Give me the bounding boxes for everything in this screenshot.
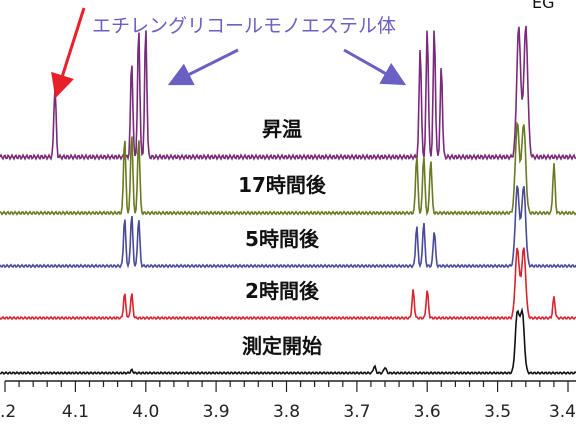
series-label-1: 昇温	[262, 117, 302, 141]
x-tick-label: 3.8	[273, 402, 300, 422]
series-line-2	[0, 121, 576, 217]
annotation-arrow-left	[167, 48, 239, 86]
series-label-5: 測定開始	[242, 334, 322, 358]
series-line-5	[0, 307, 576, 376]
series-label-2: 17時間後	[238, 173, 327, 197]
x-tick-label: 3.9	[203, 402, 230, 422]
x-tick-label: 3.7	[343, 402, 370, 422]
series-line-1	[0, 25, 576, 161]
annotation-arrow-red	[51, 7, 86, 99]
x-axis-tick-labels: .2 4.1 4.0 3.9 3.8 3.7 3.6 3.5 3.4	[0, 402, 576, 422]
spectra-group	[0, 25, 576, 376]
series-line-4	[0, 247, 576, 321]
x-tick-label: 3.5	[484, 402, 511, 422]
annotation-arrow-right	[343, 48, 407, 86]
x-tick-label: .2	[0, 402, 16, 422]
top-label-fragment: EG	[532, 0, 555, 12]
x-tick-label: 3.4	[549, 402, 576, 422]
series-line-3	[0, 185, 576, 269]
x-axis-ticks	[4, 381, 569, 392]
series-label-4: 2時間後	[245, 279, 320, 303]
annotation-text: エチレングリコールモノエステル体	[92, 15, 396, 37]
x-tick-label: 3.6	[414, 402, 441, 422]
series-label-3: 5時間後	[245, 227, 320, 251]
x-tick-label: 4.0	[132, 402, 159, 422]
x-tick-label: 4.1	[62, 402, 89, 422]
